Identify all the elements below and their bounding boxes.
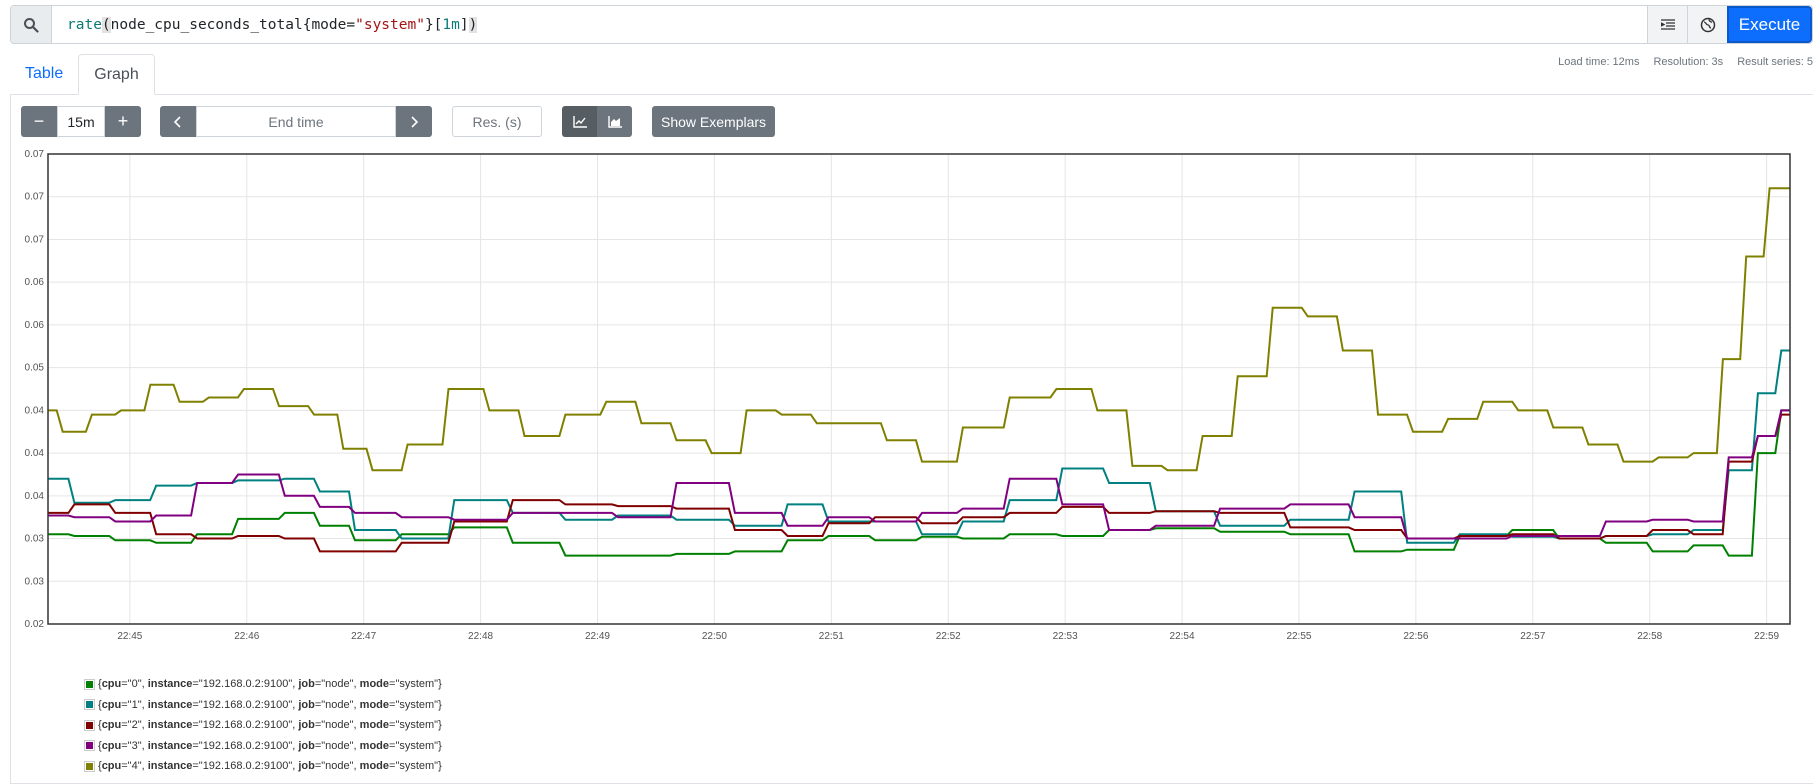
query-function: rate	[67, 16, 102, 33]
execute-button[interactable]: Execute	[1727, 6, 1812, 43]
series-line-cpu-3	[48, 409, 1790, 540]
legend-swatch	[84, 719, 95, 731]
query-label-key: mode	[311, 16, 347, 33]
legend-label: {cpu="3", instance="192.168.0.2:9100", j…	[98, 739, 442, 752]
series-line-cpu-2	[48, 413, 1790, 553]
range-control: − 15m +	[21, 106, 141, 137]
x-tick-label: 22:54	[1170, 631, 1195, 640]
tab-table[interactable]: Table	[25, 65, 64, 82]
legend-label: {cpu="1", instance="192.168.0.2:9100", j…	[98, 698, 442, 711]
y-tick-label: 0.03	[25, 576, 45, 587]
line-chart-icon[interactable]	[562, 106, 597, 137]
x-tick-label: 22:52	[936, 631, 961, 640]
y-tick-label: 0.07	[25, 149, 45, 160]
tab-graph[interactable]: Graph	[78, 54, 155, 95]
chart-legend: {cpu="0", instance="192.168.0.2:9100", j…	[84, 674, 442, 777]
result-series: Result series: 5	[1737, 56, 1813, 68]
legend-item[interactable]: {cpu="3", instance="192.168.0.2:9100", j…	[84, 736, 442, 757]
decrease-range-button[interactable]: −	[21, 106, 57, 137]
resolution-input[interactable]: Res. (s)	[452, 106, 542, 137]
tab-bar: Table Graph	[10, 54, 155, 95]
x-tick-label: 22:50	[702, 631, 727, 640]
query-label-value: "system"	[355, 16, 425, 33]
load-time: Load time: 12ms	[1558, 56, 1640, 68]
chevron-left-icon[interactable]	[160, 106, 196, 137]
query-stats: Load time: 12ms Resolution: 3s Result se…	[1558, 56, 1813, 68]
x-tick-label: 22:58	[1637, 631, 1662, 640]
end-time-control: End time	[160, 106, 432, 137]
y-tick-label: 0.04	[25, 448, 45, 459]
y-tick-label: 0.02	[25, 619, 45, 630]
range-input[interactable]: 15m	[57, 106, 105, 137]
x-tick-label: 22:56	[1403, 631, 1428, 640]
legend-item[interactable]: {cpu="2", instance="192.168.0.2:9100", j…	[84, 715, 442, 736]
y-tick-label: 0.04	[25, 491, 45, 502]
show-exemplars-button[interactable]: Show Exemplars	[652, 106, 776, 137]
query-metric: node_cpu_seconds_total	[110, 16, 303, 33]
x-tick-label: 22:53	[1053, 631, 1078, 640]
query-expression-input[interactable]: rate(node_cpu_seconds_total{mode = "system…	[67, 16, 478, 33]
x-tick-label: 22:46	[234, 631, 259, 640]
x-tick-label: 22:49	[585, 631, 610, 640]
y-tick-label: 0.07	[25, 192, 45, 203]
plot-area	[48, 154, 1790, 624]
x-tick-label: 22:55	[1286, 631, 1311, 640]
x-tick-label: 22:51	[819, 631, 844, 640]
metrics-explorer-icon[interactable]	[1687, 6, 1727, 43]
legend-label: {cpu="4", instance="192.168.0.2:9100", j…	[98, 760, 442, 773]
query-duration: 1m	[442, 16, 460, 33]
y-tick-label: 0.03	[25, 534, 45, 545]
x-tick-label: 22:57	[1520, 631, 1545, 640]
legend-swatch	[84, 678, 95, 690]
legend-item[interactable]: {cpu="4", instance="192.168.0.2:9100", j…	[84, 756, 442, 777]
legend-item[interactable]: {cpu="0", instance="192.168.0.2:9100", j…	[84, 674, 442, 695]
x-tick-label: 22:59	[1754, 631, 1779, 640]
y-tick-label: 0.07	[25, 234, 45, 245]
time-series-chart[interactable]: 0.07 0.07 0.07 0.06 0.06 0.05 0.04 0.04 0.04 0.03…	[0, 140, 1813, 640]
end-time-input[interactable]: End time	[196, 106, 396, 137]
plot-border	[47, 153, 1791, 625]
x-tick-label: 22:47	[351, 631, 376, 640]
chevron-right-icon[interactable]	[396, 106, 432, 137]
resolution: Resolution: 3s	[1653, 56, 1724, 68]
x-tick-label: 22:45	[117, 631, 142, 640]
y-tick-label: 0.04	[25, 405, 45, 416]
legend-label: {cpu="0", instance="192.168.0.2:9100", j…	[98, 678, 442, 691]
y-tick-label: 0.05	[25, 363, 45, 374]
graph-controls: − 15m + End time Res. (s) Show Exemplars	[21, 106, 776, 137]
legend-item[interactable]: {cpu="1", instance="192.168.0.2:9100", j…	[84, 695, 442, 716]
legend-label: {cpu="2", instance="192.168.0.2:9100", j…	[98, 719, 442, 732]
query-bar: rate(node_cpu_seconds_total{mode = "system…	[10, 5, 1813, 44]
series-line-cpu-4	[48, 187, 1790, 472]
format-icon[interactable]	[1647, 6, 1687, 43]
increase-range-button[interactable]: +	[105, 106, 141, 137]
y-tick-label: 0.06	[25, 320, 45, 331]
legend-swatch	[84, 740, 95, 752]
stacked-chart-icon[interactable]	[597, 106, 632, 137]
legend-swatch	[84, 760, 95, 772]
legend-swatch	[84, 699, 95, 711]
x-tick-label: 22:48	[468, 631, 493, 640]
chart-type-toggle	[562, 106, 632, 137]
search-icon[interactable]	[11, 6, 52, 43]
y-tick-label: 0.06	[25, 277, 45, 288]
